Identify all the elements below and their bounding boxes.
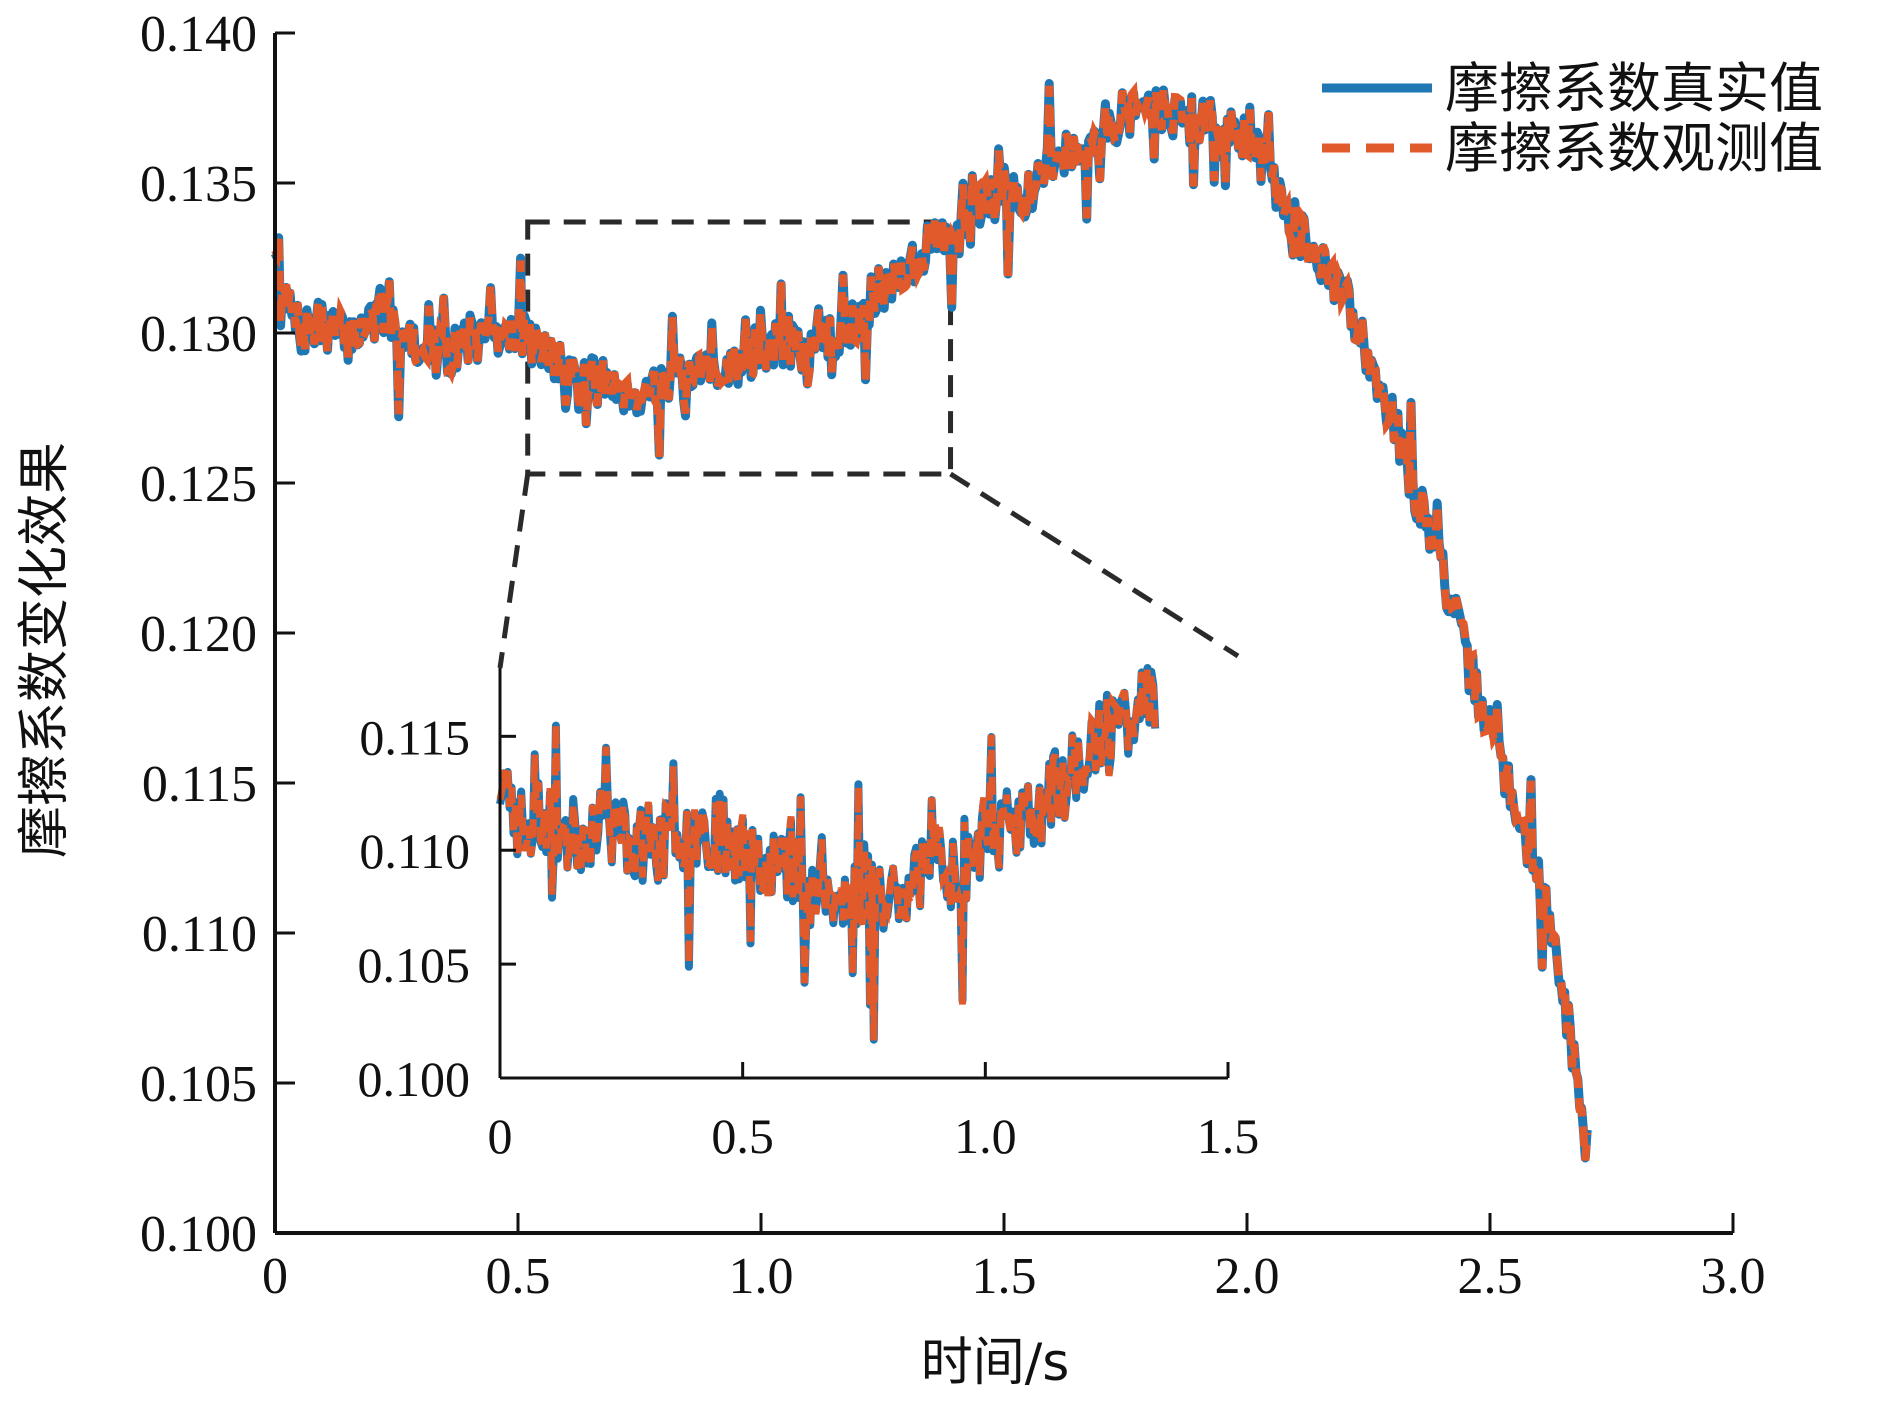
x-tick-label: 1.0 — [729, 1248, 794, 1305]
legend-label-observed-value: 摩擦系数观测值 — [1445, 117, 1823, 180]
zoom-indicator — [497, 219, 1240, 669]
y-tick-label: 0.135 — [140, 156, 257, 213]
main-series-layer — [270, 79, 1592, 1163]
x-axis-title: 时间/s — [921, 1333, 1070, 1393]
zoom-connector-left — [497, 473, 531, 669]
series-line-observed-value — [271, 81, 1592, 1161]
inset-y-tick-label: 0.105 — [358, 937, 471, 993]
inset-series-line-true-value — [496, 664, 1160, 1044]
inset-x-tick-label: 1.5 — [1197, 1108, 1260, 1164]
legend: 摩擦系数真实值 摩擦系数观测值 — [1322, 57, 1823, 180]
y-tick-label: 0.130 — [140, 306, 257, 363]
zoom-connector-right — [949, 471, 1240, 659]
zoom-region-box — [525, 219, 954, 477]
inset-y-tick-label: 0.100 — [358, 1051, 471, 1107]
legend-label-true-value: 摩擦系数真实值 — [1445, 57, 1823, 120]
inset-series-line-observed-value — [496, 667, 1159, 1041]
series-line-true-value — [270, 79, 1592, 1163]
inset-x-tick-label: 0 — [488, 1108, 513, 1164]
inset-y-tick-label: 0.110 — [359, 823, 470, 879]
inset-y-tick-label: 0.115 — [359, 709, 470, 765]
x-tick-label: 0 — [262, 1248, 288, 1305]
y-tick-label: 0.100 — [140, 1206, 257, 1263]
main-axes: 0 0.5 1.0 1.5 2.0 2.5 3.00.1000.1050.1100.1150… — [140, 6, 1766, 1305]
x-tick-label: 2.5 — [1458, 1248, 1523, 1305]
inset-x-tick-label: 0.5 — [711, 1108, 774, 1164]
x-tick-label: 1.5 — [972, 1248, 1037, 1305]
y-tick-label: 0.105 — [140, 1056, 257, 1113]
x-tick-label: 2.0 — [1215, 1248, 1280, 1305]
inset-series-layer — [496, 664, 1160, 1044]
y-tick-label: 0.115 — [142, 756, 257, 813]
y-tick-label: 0.140 — [140, 6, 257, 63]
y-tick-label: 0.125 — [140, 456, 257, 513]
x-tick-label: 3.0 — [1701, 1248, 1766, 1305]
inset-axes: 0 0.5 1.0 1.5 0.100 0.105 0.110 0.115 — [358, 668, 1260, 1164]
y-axis-title: 摩擦系数变化效果 — [15, 442, 75, 858]
inset-x-tick-label: 1.0 — [954, 1108, 1017, 1164]
x-tick-label: 0.5 — [486, 1248, 551, 1305]
y-tick-label: 0.110 — [142, 906, 257, 963]
y-tick-label: 0.120 — [140, 606, 257, 663]
